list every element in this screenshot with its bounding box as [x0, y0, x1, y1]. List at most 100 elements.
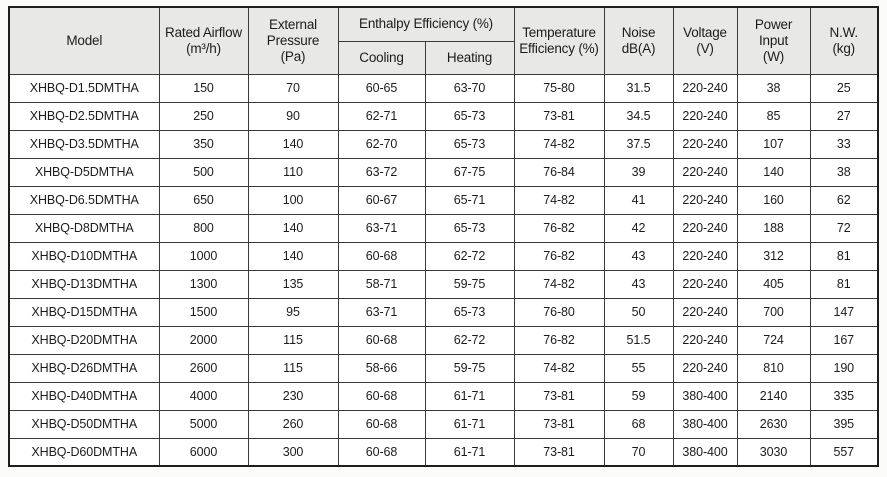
cell-heating: 65-71 [424, 185, 515, 215]
cell-voltage: 220-240 [672, 157, 738, 187]
cell-model: XHBQ-D13DMTHA [8, 269, 160, 299]
cell-power-input: 2140 [736, 381, 811, 411]
cell-noise: 37.5 [603, 129, 674, 159]
table-row: XHBQ-D15DMTHA 1500 95 63-71 65-73 76-80 50 220-… [8, 297, 879, 327]
cell-net-weight: 167 [809, 325, 879, 355]
col-header-external-pressure: External Pressure (Pa) [247, 6, 339, 75]
cell-cooling: 60-68 [337, 325, 426, 355]
cell-external-pressure: 260 [247, 409, 339, 439]
col-header-heating: Heating [424, 40, 515, 75]
cell-external-pressure: 115 [247, 353, 339, 383]
cell-model: XHBQ-D26DMTHA [8, 353, 160, 383]
table-row: XHBQ-D5DMTHA 500 110 63-72 67-75 76-84 39 220-2… [8, 157, 879, 187]
table-row: XHBQ-D3.5DMTHA 350 140 62-70 65-73 74-82 37.5 2… [8, 129, 879, 159]
cell-external-pressure: 100 [247, 185, 339, 215]
table-row: XHBQ-D2.5DMTHA 250 90 62-71 65-73 73-81 34.5 22… [8, 101, 879, 131]
cell-voltage: 380-400 [672, 409, 738, 439]
cell-power-input: 107 [736, 129, 811, 159]
cell-temperature-efficiency: 73-81 [513, 381, 605, 411]
cell-model: XHBQ-D8DMTHA [8, 213, 160, 243]
cell-model: XHBQ-D6.5DMTHA [8, 185, 160, 215]
cell-heating: 59-75 [424, 269, 515, 299]
cell-noise: 50 [603, 297, 674, 327]
cell-rated-airflow: 250 [158, 101, 249, 131]
cell-temperature-efficiency: 73-81 [513, 437, 605, 467]
cell-temperature-efficiency: 73-81 [513, 101, 605, 131]
cell-external-pressure: 140 [247, 213, 339, 243]
cell-net-weight: 81 [809, 241, 879, 271]
cell-voltage: 380-400 [672, 381, 738, 411]
cell-temperature-efficiency: 74-82 [513, 129, 605, 159]
cell-temperature-efficiency: 76-82 [513, 241, 605, 271]
cell-model: XHBQ-D10DMTHA [8, 241, 160, 271]
cell-power-input: 3030 [736, 437, 811, 467]
cell-temperature-efficiency: 76-82 [513, 325, 605, 355]
cell-model: XHBQ-D1.5DMTHA [8, 73, 160, 103]
cell-rated-airflow: 6000 [158, 437, 249, 467]
cell-power-input: 700 [736, 297, 811, 327]
col-header-voltage: Voltage (V) [672, 6, 738, 75]
table-row: XHBQ-D40DMTHA 4000 230 60-68 61-71 73-81 59 380… [8, 381, 879, 411]
cell-noise: 43 [603, 241, 674, 271]
cell-power-input: 810 [736, 353, 811, 383]
cell-rated-airflow: 350 [158, 129, 249, 159]
cell-net-weight: 335 [809, 381, 879, 411]
cell-power-input: 188 [736, 213, 811, 243]
cell-external-pressure: 110 [247, 157, 339, 187]
cell-net-weight: 81 [809, 269, 879, 299]
cell-rated-airflow: 2000 [158, 325, 249, 355]
cell-cooling: 60-68 [337, 241, 426, 271]
cell-voltage: 220-240 [672, 297, 738, 327]
col-header-model: Model [8, 6, 160, 75]
table-body: XHBQ-D1.5DMTHA 150 70 60-65 63-70 75-80 31.5 22… [8, 73, 879, 467]
cell-heating: 65-73 [424, 297, 515, 327]
cell-noise: 70 [603, 437, 674, 467]
cell-power-input: 160 [736, 185, 811, 215]
cell-cooling: 63-71 [337, 297, 426, 327]
cell-rated-airflow: 2600 [158, 353, 249, 383]
cell-heating: 67-75 [424, 157, 515, 187]
cell-noise: 41 [603, 185, 674, 215]
cell-net-weight: 25 [809, 73, 879, 103]
cell-voltage: 220-240 [672, 353, 738, 383]
cell-temperature-efficiency: 76-84 [513, 157, 605, 187]
cell-rated-airflow: 800 [158, 213, 249, 243]
cell-rated-airflow: 650 [158, 185, 249, 215]
cell-power-input: 38 [736, 73, 811, 103]
cell-rated-airflow: 1500 [158, 297, 249, 327]
cell-net-weight: 395 [809, 409, 879, 439]
cell-cooling: 62-70 [337, 129, 426, 159]
spec-table-container: Model Rated Airflow (m³/h) External Pres… [8, 6, 879, 467]
cell-model: XHBQ-D20DMTHA [8, 325, 160, 355]
table-row: XHBQ-D20DMTHA 2000 115 60-68 62-72 76-82 51.5 2… [8, 325, 879, 355]
cell-heating: 65-73 [424, 213, 515, 243]
cell-temperature-efficiency: 73-81 [513, 409, 605, 439]
cell-cooling: 60-67 [337, 185, 426, 215]
cell-model: XHBQ-D5DMTHA [8, 157, 160, 187]
cell-voltage: 220-240 [672, 73, 738, 103]
cell-model: XHBQ-D15DMTHA [8, 297, 160, 327]
cell-noise: 31.5 [603, 73, 674, 103]
cell-noise: 43 [603, 269, 674, 299]
cell-heating: 65-73 [424, 129, 515, 159]
table-row: XHBQ-D6.5DMTHA 650 100 60-67 65-71 74-82 41 220… [8, 185, 879, 215]
cell-net-weight: 147 [809, 297, 879, 327]
table-row: XHBQ-D60DMTHA 6000 300 60-68 61-71 73-81 70 380… [8, 437, 879, 467]
cell-noise: 34.5 [603, 101, 674, 131]
cell-rated-airflow: 1000 [158, 241, 249, 271]
cell-rated-airflow: 5000 [158, 409, 249, 439]
cell-external-pressure: 300 [247, 437, 339, 467]
cell-net-weight: 190 [809, 353, 879, 383]
cell-net-weight: 557 [809, 437, 879, 467]
cell-net-weight: 38 [809, 157, 879, 187]
table-row: XHBQ-D1.5DMTHA 150 70 60-65 63-70 75-80 31.5 22… [8, 73, 879, 103]
cell-rated-airflow: 150 [158, 73, 249, 103]
col-header-rated-airflow: Rated Airflow (m³/h) [158, 6, 249, 75]
cell-power-input: 85 [736, 101, 811, 131]
cell-heating: 63-70 [424, 73, 515, 103]
cell-temperature-efficiency: 74-82 [513, 185, 605, 215]
cell-net-weight: 62 [809, 185, 879, 215]
cell-external-pressure: 140 [247, 241, 339, 271]
cell-voltage: 220-240 [672, 241, 738, 271]
col-header-enthalpy-efficiency: Enthalpy Efficiency (%) [337, 6, 515, 42]
